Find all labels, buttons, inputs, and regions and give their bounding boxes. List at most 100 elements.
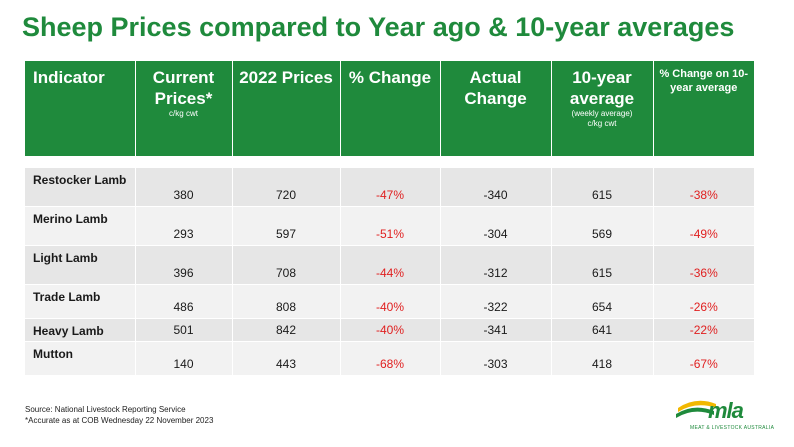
prices2022-cell: 708 <box>231 245 340 285</box>
pct-change-cell: -68% <box>339 341 440 376</box>
indicator-label: Merino Lamb <box>33 212 108 226</box>
indicator-label: Restocker Lamb <box>33 173 127 187</box>
footer: Source: National Livestock Reporting Ser… <box>25 404 213 426</box>
actual-change-cell: -322 <box>439 284 551 319</box>
header-pct-change-10: % Change on 10-year average <box>652 61 754 156</box>
header-indicator: Indicator <box>25 61 135 156</box>
actual-change-value: -341 <box>483 323 508 337</box>
prices-table: Indicator Current Prices* c/kg cwt 2022 … <box>25 61 754 376</box>
prices2022-value: 720 <box>275 188 297 202</box>
prices2022-cell: 842 <box>231 318 340 342</box>
pct-change-value: -40% <box>375 323 404 337</box>
actual-change-value: -303 <box>483 357 508 371</box>
pct-change-10-value: -49% <box>689 227 718 241</box>
pct-change-value: -51% <box>375 227 404 241</box>
pct-change-value: -68% <box>375 357 404 371</box>
current-value: 396 <box>173 266 194 280</box>
indicator-cell: Heavy Lamb <box>25 318 135 342</box>
ten-year-value: 569 <box>591 227 613 241</box>
indicator-cell: Merino Lamb <box>25 206 135 246</box>
actual-change-cell: -341 <box>439 318 551 342</box>
prices2022-value: 443 <box>275 357 297 371</box>
pct-change-10-cell: -26% <box>652 284 754 319</box>
indicator-label: Trade Lamb <box>33 290 101 304</box>
current-cell: 140 <box>134 341 232 376</box>
indicator-cell: Trade Lamb <box>25 284 135 319</box>
indicator-cell: Mutton <box>25 341 135 376</box>
indicator-cell: Restocker Lamb <box>25 168 135 207</box>
pct-change-10-cell: -67% <box>652 341 754 376</box>
prices2022-cell: 720 <box>231 168 340 207</box>
actual-change-cell: -312 <box>439 245 551 285</box>
ten-year-value: 654 <box>591 300 613 314</box>
header-2022: 2022 Prices <box>231 61 340 156</box>
prices2022-value: 708 <box>275 266 297 280</box>
current-cell: 380 <box>134 168 232 207</box>
actual-change-value: -304 <box>483 227 508 241</box>
pct-change-value: -44% <box>375 266 404 280</box>
pct-change-value: -47% <box>375 188 404 202</box>
pct-change-cell: -47% <box>339 168 440 207</box>
pct-change-cell: -40% <box>339 318 440 342</box>
prices2022-value: 842 <box>275 323 297 337</box>
current-cell: 501 <box>134 318 232 342</box>
ten-year-value: 641 <box>591 323 613 337</box>
pct-change-10-value: -26% <box>689 300 718 314</box>
header-ten-year: 10-year average (weekly average) c/kg cw… <box>550 61 653 156</box>
pct-change-cell: -40% <box>339 284 440 319</box>
pct-change-10-cell: -36% <box>652 245 754 285</box>
prices2022-cell: 597 <box>231 206 340 246</box>
indicator-label: Heavy Lamb <box>33 324 104 338</box>
current-value: 380 <box>173 188 194 202</box>
indicator-label: Light Lamb <box>33 251 98 265</box>
pct-change-10-value: -22% <box>689 323 718 337</box>
ten-year-cell: 641 <box>550 318 653 342</box>
table-row: Heavy Lamb 501 842 -40% -341 641 -22% <box>25 318 754 342</box>
pct-change-cell: -51% <box>339 206 440 246</box>
source-note: Source: National Livestock Reporting Ser… <box>25 405 186 414</box>
pct-change-10-cell: -49% <box>652 206 754 246</box>
ten-year-cell: 418 <box>550 341 653 376</box>
logo-text: mla <box>708 398 744 423</box>
table-row: Mutton 140 443 -68% -303 418 -67% <box>25 341 754 376</box>
prices2022-value: 808 <box>275 300 297 314</box>
header-current: Current Prices* c/kg cwt <box>134 61 232 156</box>
header-pct-change: % Change <box>339 61 440 156</box>
table-row: Merino Lamb 293 597 -51% -304 569 -49% <box>25 206 754 246</box>
pct-change-10-value: -67% <box>689 357 718 371</box>
current-value: 486 <box>173 300 194 314</box>
actual-change-cell: -304 <box>439 206 551 246</box>
header-actual-change: Actual Change <box>439 61 551 156</box>
ten-year-value: 418 <box>591 357 613 371</box>
current-value: 293 <box>173 227 194 241</box>
ten-year-cell: 615 <box>550 168 653 207</box>
indicator-cell: Light Lamb <box>25 245 135 285</box>
prices2022-cell: 443 <box>231 341 340 376</box>
pct-change-10-value: -38% <box>689 188 718 202</box>
prices2022-value: 597 <box>275 227 297 241</box>
actual-change-cell: -340 <box>439 168 551 207</box>
table-row: Trade Lamb 486 808 -40% -322 654 -26% <box>25 284 754 319</box>
ten-year-cell: 569 <box>550 206 653 246</box>
indicator-label: Mutton <box>33 347 73 361</box>
ten-year-value: 615 <box>591 188 613 202</box>
prices2022-cell: 808 <box>231 284 340 319</box>
current-value: 140 <box>173 357 194 371</box>
current-cell: 396 <box>134 245 232 285</box>
mla-logo-icon <box>676 400 716 418</box>
pct-change-value: -40% <box>375 300 404 314</box>
actual-change-value: -322 <box>483 300 508 314</box>
accuracy-note: *Accurate as at COB Wednesday 22 Novembe… <box>25 416 214 425</box>
actual-change-cell: -303 <box>439 341 551 376</box>
pct-change-10-value: -36% <box>689 266 718 280</box>
actual-change-value: -340 <box>483 188 508 202</box>
table-row: Light Lamb 396 708 -44% -312 615 -36% <box>25 245 754 285</box>
ten-year-cell: 615 <box>550 245 653 285</box>
current-cell: 486 <box>134 284 232 319</box>
logo-subtitle: MEAT & LIVESTOCK AUSTRALIA <box>690 425 775 431</box>
pct-change-10-cell: -22% <box>652 318 754 342</box>
actual-change-value: -312 <box>483 266 508 280</box>
ten-year-cell: 654 <box>550 284 653 319</box>
header-row: Indicator Current Prices* c/kg cwt 2022 … <box>25 61 754 156</box>
current-cell: 293 <box>134 206 232 246</box>
